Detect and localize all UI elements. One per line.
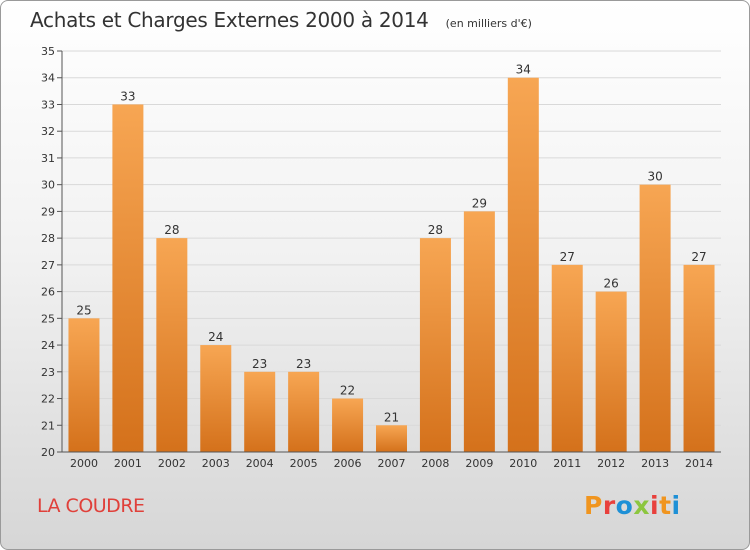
x-tick-label: 2004 bbox=[246, 457, 274, 470]
x-tick-label: 2014 bbox=[685, 457, 713, 470]
bar bbox=[244, 371, 276, 452]
y-tick-label: 30 bbox=[41, 179, 55, 192]
x-tick-label: 2007 bbox=[378, 457, 406, 470]
y-tick-label: 31 bbox=[41, 152, 55, 165]
y-tick-label: 33 bbox=[41, 98, 55, 111]
bar-value-label: 25 bbox=[76, 303, 91, 317]
bar bbox=[551, 264, 583, 452]
logo-letter: i bbox=[671, 491, 681, 520]
x-tick-label: 2005 bbox=[290, 457, 318, 470]
bar-value-label: 29 bbox=[472, 196, 487, 210]
x-tick-label: 2006 bbox=[334, 457, 362, 470]
bar-value-label: 27 bbox=[691, 250, 706, 264]
bar bbox=[507, 77, 539, 452]
bar-value-label: 23 bbox=[296, 357, 311, 371]
x-tick-label: 2011 bbox=[553, 457, 581, 470]
logo-letter: t bbox=[659, 491, 672, 520]
bar-value-label: 28 bbox=[428, 223, 443, 237]
bar bbox=[376, 425, 407, 452]
bars: 25 33 28 24 23 23 22 21 28 29 34 27 26 30 27 bbox=[68, 63, 715, 452]
bar-value-label: 26 bbox=[604, 277, 619, 291]
bar-value-label: 22 bbox=[340, 384, 355, 398]
bar bbox=[463, 211, 495, 452]
y-tick-label: 26 bbox=[41, 286, 55, 299]
logo-letter: i bbox=[650, 491, 660, 520]
chart-title: Achats et Charges Externes 2000 à 2014 bbox=[30, 8, 429, 32]
x-tick-label: 2009 bbox=[465, 457, 493, 470]
bar bbox=[683, 264, 715, 452]
bar bbox=[288, 371, 320, 452]
y-axis: 20 21 22 23 24 25 26 27 28 29 30 31 32 33 34 35 bbox=[41, 45, 63, 459]
y-tick-label: 24 bbox=[41, 339, 55, 352]
bar-value-label: 23 bbox=[252, 357, 267, 371]
x-tick-label: 2000 bbox=[70, 457, 98, 470]
y-tick-label: 28 bbox=[41, 232, 55, 245]
y-tick-label: 20 bbox=[41, 446, 55, 459]
bar bbox=[200, 345, 232, 452]
bar-value-label: 33 bbox=[120, 89, 135, 103]
y-tick-label: 29 bbox=[41, 205, 55, 218]
bar bbox=[112, 104, 144, 452]
proxiti-logo[interactable]: Proxiti bbox=[584, 491, 681, 520]
y-tick-label: 34 bbox=[41, 72, 55, 85]
x-axis: 2000 2001 2002 2003 2004 2005 2006 2007 2008 2009… bbox=[62, 451, 721, 470]
title-row: Achats et Charges Externes 2000 à 2014 (… bbox=[30, 8, 532, 32]
bar-value-label: 28 bbox=[164, 223, 179, 237]
x-tick-label: 2012 bbox=[597, 457, 625, 470]
bar bbox=[332, 398, 364, 452]
y-tick-label: 32 bbox=[41, 125, 55, 138]
bar bbox=[156, 238, 188, 452]
x-tick-label: 2010 bbox=[509, 457, 537, 470]
bar-value-label: 21 bbox=[384, 410, 399, 424]
bar-value-label: 27 bbox=[560, 250, 575, 264]
y-tick-label: 23 bbox=[41, 366, 55, 379]
x-tick-label: 2013 bbox=[641, 457, 669, 470]
logo-letter: o bbox=[615, 491, 634, 520]
y-tick-label: 22 bbox=[41, 393, 55, 406]
logo-letter: x bbox=[633, 491, 650, 520]
x-tick-label: 2002 bbox=[158, 457, 186, 470]
chart-unit: (en milliers d'€) bbox=[445, 17, 532, 30]
y-tick-label: 25 bbox=[41, 312, 55, 325]
y-tick-label: 27 bbox=[41, 259, 55, 272]
commune-name: LA COUDRE bbox=[37, 495, 145, 517]
logo-letter: r bbox=[602, 491, 616, 520]
bar bbox=[419, 238, 451, 452]
x-tick-label: 2008 bbox=[421, 457, 449, 470]
bar-value-label: 34 bbox=[516, 63, 531, 77]
bar bbox=[68, 318, 100, 452]
x-tick-label: 2003 bbox=[202, 457, 230, 470]
logo-letter: P bbox=[584, 491, 603, 520]
y-tick-label: 21 bbox=[41, 419, 55, 432]
bar-value-label: 30 bbox=[647, 170, 662, 184]
x-tick-label: 2001 bbox=[114, 457, 142, 470]
bar bbox=[595, 291, 627, 452]
y-tick-label: 35 bbox=[41, 45, 55, 58]
bar-value-label: 24 bbox=[208, 330, 223, 344]
bar bbox=[639, 184, 671, 452]
